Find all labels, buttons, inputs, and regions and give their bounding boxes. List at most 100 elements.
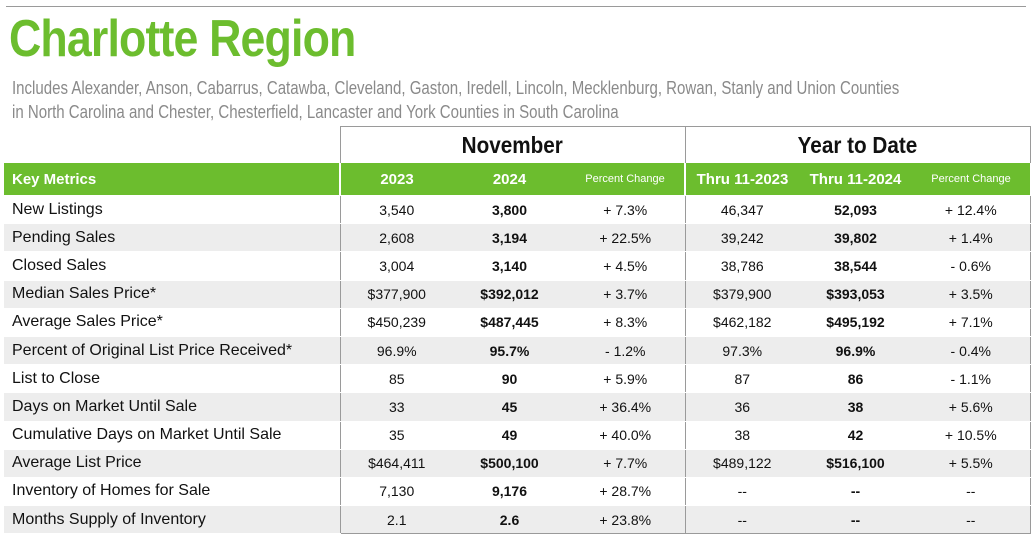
table-row: Closed Sales 3,004 3,140 + 4.5% 38,786 3…: [4, 251, 1031, 281]
month-pct-change: + 36.4%: [566, 392, 685, 422]
ytd-prev-value: 39,242: [684, 223, 799, 253]
month-curr-value: 95.7%: [453, 336, 566, 366]
month-curr-value: 3,140: [453, 251, 566, 281]
table-row: List to Close 85 90 + 5.9% 87 86 - 1.1%: [4, 364, 1031, 394]
table-row: Days on Market Until Sale 33 45 + 36.4% …: [4, 392, 1031, 422]
month-pct-change: + 8.3%: [566, 308, 685, 337]
ytd-pct-change: --: [912, 505, 1031, 534]
region-description-line-2: in North Carolina and Chester, Chesterfi…: [12, 102, 619, 122]
month-curr-value: 90: [453, 364, 566, 394]
table-row: Pending Sales 2,608 3,194 + 22.5% 39,242…: [4, 223, 1031, 253]
table-row: Percent of Original List Price Received*…: [4, 336, 1031, 366]
month-pct-change: + 40.0%: [566, 421, 685, 450]
month-pct-change: + 4.5%: [566, 251, 685, 281]
ytd-prev-value: 36: [684, 392, 799, 422]
month-pct-change: + 28.7%: [566, 477, 685, 507]
ytd-prev-value: --: [684, 477, 799, 507]
ytd-prev-value: 87: [684, 364, 799, 394]
month-curr-value: 3,800: [453, 195, 566, 225]
metric-name: Average Sales Price*: [4, 308, 340, 337]
table-row: Average List Price $464,411 $500,100 + 7…: [4, 449, 1031, 478]
ytd-pct-change: - 0.6%: [912, 251, 1031, 281]
month-pct-change: + 22.5%: [566, 223, 685, 253]
ytd-pct-change: - 0.4%: [912, 336, 1031, 366]
ytd-pct-change: + 7.1%: [912, 308, 1031, 337]
metric-name: Cumulative Days on Market Until Sale: [4, 421, 340, 450]
key-metrics-table: November Year to Date Key Metrics 2023 2…: [4, 126, 1031, 534]
month-curr-value: 3,194: [453, 223, 566, 253]
month-prev-value: 3,004: [339, 251, 453, 281]
table-row: Inventory of Homes for Sale 7,130 9,176 …: [4, 477, 1031, 507]
ytd-pct-change: + 3.5%: [912, 280, 1031, 309]
column-header-ytd-prev: Thru 11-2023: [684, 163, 799, 196]
ytd-pct-change: + 1.4%: [912, 223, 1031, 253]
month-curr-value: $392,012: [453, 280, 566, 309]
ytd-prev-value: --: [684, 505, 799, 534]
metric-name: Median Sales Price*: [4, 280, 340, 309]
month-curr-value: 9,176: [453, 477, 566, 507]
month-prev-value: 35: [339, 421, 453, 450]
ytd-pct-change: + 5.6%: [912, 392, 1031, 422]
month-pct-change: + 5.9%: [566, 364, 685, 394]
month-pct-change: + 7.7%: [566, 449, 685, 478]
ytd-pct-change: + 5.5%: [912, 449, 1031, 478]
ytd-curr-value: 52,093: [799, 195, 912, 225]
month-prev-value: $464,411: [339, 449, 453, 478]
month-curr-value: 2.6: [453, 505, 566, 534]
ytd-curr-value: --: [799, 477, 912, 507]
ytd-prev-value: 97.3%: [684, 336, 799, 366]
month-prev-value: 3,540: [339, 195, 453, 225]
ytd-pct-change: + 12.4%: [912, 195, 1031, 225]
ytd-curr-value: 38: [799, 392, 912, 422]
column-header-row: Key Metrics 2023 2024 Percent Change Thr…: [4, 163, 1031, 196]
metric-name: Closed Sales: [4, 251, 340, 281]
table-row: Median Sales Price* $377,900 $392,012 + …: [4, 280, 1031, 309]
month-curr-value: 45: [453, 392, 566, 422]
month-prev-value: 33: [339, 392, 453, 422]
ytd-pct-change: + 10.5%: [912, 421, 1031, 450]
metric-name: Months Supply of Inventory: [4, 505, 340, 534]
ytd-curr-value: $393,053: [799, 280, 912, 309]
metric-name: New Listings: [4, 195, 340, 225]
month-prev-value: $377,900: [339, 280, 453, 309]
column-header-key-metrics: Key Metrics: [4, 163, 340, 196]
ytd-prev-value: 38,786: [684, 251, 799, 281]
column-header-month-pct: Percent Change: [566, 163, 685, 196]
metric-name: Pending Sales: [4, 223, 340, 253]
ytd-curr-value: 96.9%: [799, 336, 912, 366]
top-rule: [6, 6, 1026, 7]
month-curr-value: $500,100: [453, 449, 566, 478]
ytd-prev-value: $379,900: [684, 280, 799, 309]
ytd-prev-value: 46,347: [684, 195, 799, 225]
month-prev-value: 2,608: [339, 223, 453, 253]
month-pct-change: + 7.3%: [566, 195, 685, 225]
month-pct-change: + 3.7%: [566, 280, 685, 309]
table-row: Cumulative Days on Market Until Sale 35 …: [4, 421, 1031, 450]
month-prev-value: 96.9%: [339, 336, 453, 366]
metric-name: Inventory of Homes for Sale: [4, 477, 340, 507]
metric-name: Percent of Original List Price Received*: [4, 336, 340, 366]
month-prev-value: 2.1: [339, 505, 453, 534]
region-description: Includes Alexander, Anson, Cabarrus, Cat…: [12, 76, 1014, 124]
ytd-curr-value: 39,802: [799, 223, 912, 253]
page-title: Charlotte Region: [9, 10, 356, 68]
region-description-line-1: Includes Alexander, Anson, Cabarrus, Cat…: [12, 78, 900, 98]
ytd-curr-value: 38,544: [799, 251, 912, 281]
column-header-month-curr: 2024: [453, 163, 566, 196]
group-header-row: November Year to Date: [4, 126, 1031, 163]
metric-name: List to Close: [4, 364, 340, 394]
ytd-pct-change: --: [912, 477, 1031, 507]
table-row: Months Supply of Inventory 2.1 2.6 + 23.…: [4, 505, 1031, 534]
group-header-month: November: [339, 126, 686, 163]
ytd-curr-value: --: [799, 505, 912, 534]
table-row: New Listings 3,540 3,800 + 7.3% 46,347 5…: [4, 195, 1031, 225]
ytd-prev-value: $462,182: [684, 308, 799, 337]
month-prev-value: 7,130: [339, 477, 453, 507]
ytd-prev-value: 38: [684, 421, 799, 450]
ytd-curr-value: 86: [799, 364, 912, 394]
month-curr-value: $487,445: [453, 308, 566, 337]
group-header-ytd: Year to Date: [684, 126, 1031, 163]
column-header-ytd-pct: Percent Change: [912, 163, 1031, 196]
metric-name: Average List Price: [4, 449, 340, 478]
column-header-ytd-curr: Thru 11-2024: [799, 163, 912, 196]
